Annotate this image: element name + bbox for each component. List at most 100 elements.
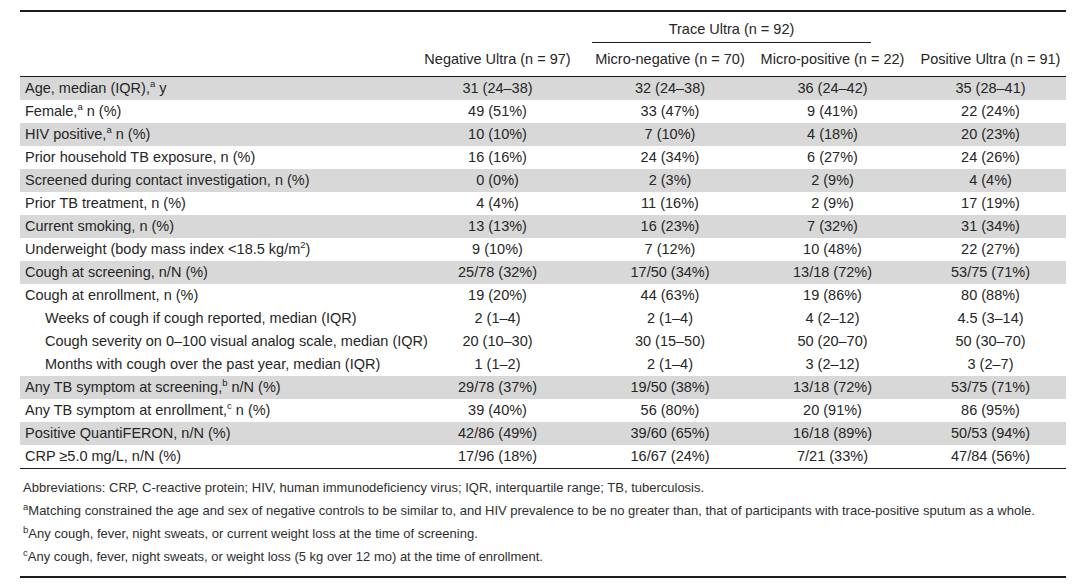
table-body: Age, median (IQR),a y31 (24–38)32 (24–38… (20, 77, 1066, 468)
cell-value: 16/18 (89%) (750, 422, 915, 445)
row-label: CRP ≥5.0 mg/L, n/N (%) (20, 445, 405, 468)
cell-value: 2 (3%) (590, 169, 750, 192)
table-row: Prior household TB exposure, n (%)16 (16… (20, 146, 1066, 169)
cell-value: 10 (10%) (405, 123, 590, 146)
cell-value: 4 (4%) (915, 169, 1066, 192)
row-label: Cough at screening, n/N (%) (20, 261, 405, 284)
cell-value: 6 (27%) (750, 146, 915, 169)
footnote: cAny cough, fever, night sweats, or weig… (23, 545, 1066, 568)
cell-value: 16 (23%) (590, 215, 750, 238)
cell-value: 3 (2–7) (915, 353, 1066, 376)
cell-value: 53/75 (71%) (915, 376, 1066, 399)
cell-value: 0 (0%) (405, 169, 590, 192)
cell-value: 47/84 (56%) (915, 445, 1066, 468)
cell-value: 22 (24%) (915, 100, 1066, 123)
table-row: Cough at enrollment, n (%)19 (20%)44 (63… (20, 284, 1066, 307)
cell-value: 29/78 (37%) (405, 376, 590, 399)
cell-value: 19 (86%) (750, 284, 915, 307)
footnote: aMatching constrained the age and sex of… (23, 499, 1066, 522)
footnotes: Abbreviations: CRP, C-reactive protein; … (20, 468, 1066, 576)
cell-value: 19/50 (38%) (590, 376, 750, 399)
cell-value: 13/18 (72%) (750, 261, 915, 284)
table-row: HIV positive,a n (%)10 (10%)7 (10%)4 (18… (20, 123, 1066, 146)
table-row: Current smoking, n (%)13 (13%)16 (23%)7 … (20, 215, 1066, 238)
group-header-trace-ultra: Trace Ultra (n = 92) (592, 21, 871, 43)
cell-value: 20 (91%) (750, 399, 915, 422)
cell-value: 30 (15–50) (590, 330, 750, 353)
cell-value: 2 (1–4) (405, 307, 590, 330)
row-label: Positive QuantiFERON, n/N (%) (20, 422, 405, 445)
cell-value: 42/86 (49%) (405, 422, 590, 445)
cell-value: 4 (18%) (750, 123, 915, 146)
cell-value: 86 (95%) (915, 399, 1066, 422)
cell-value: 16/67 (24%) (590, 445, 750, 468)
table-row: Female,a n (%)49 (51%)33 (47%)9 (41%)22 … (20, 100, 1066, 123)
table-row: Months with cough over the past year, me… (20, 353, 1066, 376)
footnote: Abbreviations: CRP, C-reactive protein; … (23, 476, 1066, 499)
row-label: HIV positive,a n (%) (20, 123, 405, 146)
row-label: Cough severity on 0–100 visual analog sc… (20, 330, 405, 353)
cell-value: 31 (34%) (915, 215, 1066, 238)
cell-value: 2 (1–4) (590, 307, 750, 330)
table-row: Cough at screening, n/N (%)25/78 (32%)17… (20, 261, 1066, 284)
cell-value: 53/75 (71%) (915, 261, 1066, 284)
cell-value: 50/53 (94%) (915, 422, 1066, 445)
row-label: Cough at enrollment, n (%) (20, 284, 405, 307)
row-label: Female,a n (%) (20, 100, 405, 123)
cell-value: 39/60 (65%) (590, 422, 750, 445)
cell-value: 7 (10%) (590, 123, 750, 146)
cell-value: 2 (1–4) (590, 353, 750, 376)
cell-value: 1 (1–2) (405, 353, 590, 376)
cell-value: 17/96 (18%) (405, 445, 590, 468)
row-label: Prior household TB exposure, n (%) (20, 146, 405, 169)
row-label: Current smoking, n (%) (20, 215, 405, 238)
cell-value: 20 (10–30) (405, 330, 590, 353)
table-bottom-rule (20, 576, 1066, 578)
cell-value: 80 (88%) (915, 284, 1066, 307)
table-row: Weeks of cough if cough reported, median… (20, 307, 1066, 330)
cell-value: 9 (10%) (405, 238, 590, 261)
table-row: Underweight (body mass index <18.5 kg/m2… (20, 238, 1066, 261)
cell-value: 56 (80%) (590, 399, 750, 422)
cell-value: 4 (2–12) (750, 307, 915, 330)
column-header-row: Negative Ultra (n = 97) Micro-negative (… (20, 43, 1066, 76)
table-row: CRP ≥5.0 mg/L, n/N (%)17/96 (18%)16/67 (… (20, 445, 1066, 468)
cell-value: 31 (24–38) (405, 77, 590, 100)
table-row: Any TB symptom at screening,b n/N (%)29/… (20, 376, 1066, 399)
cell-value: 3 (2–12) (750, 353, 915, 376)
cell-value: 13 (13%) (405, 215, 590, 238)
cell-value: 24 (26%) (915, 146, 1066, 169)
cell-value: 39 (40%) (405, 399, 590, 422)
cell-value: 50 (30–70) (915, 330, 1066, 353)
label-column-spacer (20, 51, 405, 68)
row-label: Underweight (body mass index <18.5 kg/m2… (20, 238, 405, 261)
table-header: Trace Ultra (n = 92) Negative Ultra (n =… (20, 12, 1066, 77)
table-row: Positive QuantiFERON, n/N (%)42/86 (49%)… (20, 422, 1066, 445)
cell-value: 44 (63%) (590, 284, 750, 307)
cell-value: 33 (47%) (590, 100, 750, 123)
row-label: Age, median (IQR),a y (20, 77, 405, 100)
col-header-positive-ultra: Positive Ultra (n = 91) (915, 43, 1066, 76)
cell-value: 36 (24–42) (750, 77, 915, 100)
cell-value: 10 (48%) (750, 238, 915, 261)
cell-value: 24 (34%) (590, 146, 750, 169)
col-header-micro-negative: Micro-negative (n = 70) (590, 43, 750, 76)
cell-value: 4.5 (3–14) (915, 307, 1066, 330)
cell-value: 16 (16%) (405, 146, 590, 169)
footnote: bAny cough, fever, night sweats, or curr… (23, 522, 1066, 545)
table-row: Cough severity on 0–100 visual analog sc… (20, 330, 1066, 353)
cell-value: 17/50 (34%) (590, 261, 750, 284)
table-row: Any TB symptom at enrollment,c n (%)39 (… (20, 399, 1066, 422)
cell-value: 11 (16%) (590, 192, 750, 215)
cell-value: 20 (23%) (915, 123, 1066, 146)
cell-value: 13/18 (72%) (750, 376, 915, 399)
cell-value: 7/21 (33%) (750, 445, 915, 468)
cell-value: 22 (27%) (915, 238, 1066, 261)
cell-value: 19 (20%) (405, 284, 590, 307)
group-header-row: Trace Ultra (n = 92) (20, 12, 1066, 43)
characteristics-table: Trace Ultra (n = 92) Negative Ultra (n =… (20, 10, 1066, 578)
row-label: Weeks of cough if cough reported, median… (20, 307, 405, 330)
table-row: Age, median (IQR),a y31 (24–38)32 (24–38… (20, 77, 1066, 100)
row-label: Any TB symptom at enrollment,c n (%) (20, 399, 405, 422)
cell-value: 25/78 (32%) (405, 261, 590, 284)
